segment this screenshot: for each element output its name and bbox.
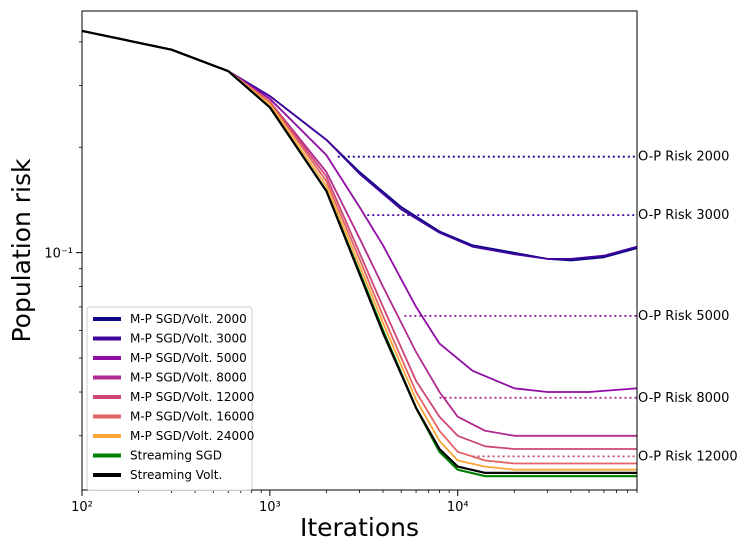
x-tick-label-2: 10³ [259,500,281,515]
legend: M-P SGD/Volt. 2000 M-P SGD/Volt. 3000 M-P … [86,306,254,491]
op-risk-label-3: O-P Risk 5000 [638,309,729,324]
legend-label-6: M-P SGD/Volt. 16000 [130,410,254,424]
op-risk-label-4: O-P Risk 8000 [638,391,729,406]
op-risk-label-1: O-P Risk 2000 [638,150,729,165]
y-axis-label: Population risk [7,158,36,343]
legend-label-8: Streaming SGD [130,449,222,463]
legend-label-2: M-P SGD/Volt. 3000 [130,332,247,346]
legend-box [86,306,253,491]
x-tick-label-3: 10⁴ [447,500,469,515]
y-axis-ticks: 10⁻¹ [44,41,82,437]
legend-label-3: M-P SGD/Volt. 5000 [130,351,247,365]
x-axis-ticks: 10² 10³ 10⁴ [71,490,638,515]
legend-label-7: M-P SGD/Volt. 24000 [130,429,254,443]
legend-label-9: Streaming Volt. [130,468,222,482]
op-risk-label-2: O-P Risk 3000 [638,208,729,223]
x-axis-label: Iterations [300,513,419,541]
series-layer [82,29,637,478]
annotation-layer: O-P Risk 2000 O-P Risk 3000 O-P Risk 5000 O… [337,150,737,464]
x-tick-label-1: 10² [71,500,93,515]
legend-label-4: M-P SGD/Volt. 8000 [130,371,247,385]
series-line-9 [82,29,637,474]
y-tick-label-1: 10⁻¹ [44,247,73,262]
series-line-2 [82,30,637,260]
op-risk-label-5: O-P Risk 12000 [638,449,737,464]
series-line-1 [82,30,637,262]
legend-label-1: M-P SGD/Volt. 2000 [130,312,247,326]
legend-label-5: M-P SGD/Volt. 12000 [130,390,254,404]
